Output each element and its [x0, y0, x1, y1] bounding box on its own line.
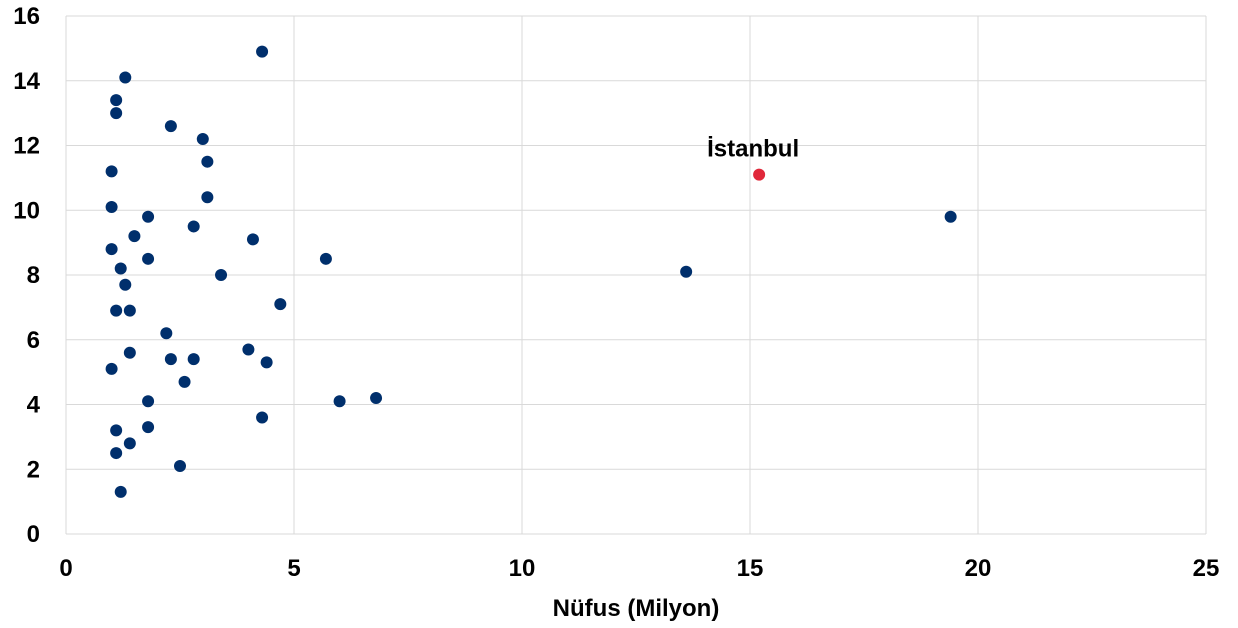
data-point [215, 269, 228, 281]
data-point [114, 485, 127, 498]
data-points [105, 45, 957, 498]
x-tick-label: 25 [1193, 555, 1220, 582]
data-point [260, 356, 273, 369]
annotations: İstanbul [707, 136, 799, 163]
data-point [242, 343, 255, 356]
data-point [944, 210, 957, 223]
data-point [164, 353, 177, 366]
data-point [110, 447, 123, 460]
data-point [128, 230, 141, 243]
data-point [256, 45, 269, 58]
data-point [123, 346, 136, 359]
data-point [680, 265, 693, 278]
data-point [164, 120, 177, 133]
data-point [160, 327, 173, 340]
point-annotation: İstanbul [707, 136, 799, 163]
data-point [187, 220, 200, 233]
x-axis-label: Nüfus (Milyon) [553, 595, 720, 622]
data-point [142, 252, 155, 265]
data-point [333, 395, 346, 408]
data-point [174, 460, 186, 473]
data-point [105, 362, 118, 375]
y-tick-label: 2 [27, 456, 40, 483]
data-point [187, 353, 200, 366]
data-point [246, 233, 259, 246]
x-tick-label: 10 [509, 555, 536, 582]
data-point [201, 191, 214, 204]
data-point [201, 155, 214, 168]
y-tick-label: 12 [13, 133, 40, 160]
y-axis-ticks: 0 2 4 6 8 10 12 14 16 [13, 3, 40, 548]
data-point [110, 107, 123, 120]
data-point [119, 71, 132, 84]
data-point [142, 421, 155, 434]
data-point [119, 278, 132, 291]
data-point [123, 304, 136, 317]
data-point [105, 243, 118, 256]
data-point [196, 133, 209, 146]
data-point [114, 262, 127, 275]
data-point [105, 201, 118, 214]
gridlines [65, 15, 1207, 535]
data-point [274, 298, 287, 311]
y-tick-label: 14 [13, 68, 40, 95]
data-point [110, 304, 123, 317]
data-point [105, 165, 118, 178]
data-point [370, 392, 383, 405]
point-highlight [753, 168, 766, 181]
x-tick-label: 20 [965, 555, 992, 582]
y-tick-label: 6 [27, 327, 40, 354]
x-axis-ticks: 0 5 10 15 20 25 [59, 555, 1219, 582]
x-tick-label: 0 [59, 555, 72, 582]
data-point [123, 437, 136, 450]
y-tick-label: 16 [13, 3, 40, 30]
data-point [256, 411, 269, 424]
y-tick-label: 4 [27, 392, 41, 419]
data-point [110, 94, 123, 107]
x-tick-label: 15 [737, 555, 764, 582]
y-tick-label: 8 [27, 262, 40, 289]
data-point [319, 252, 332, 265]
data-point [110, 424, 123, 437]
y-tick-label: 10 [13, 197, 40, 224]
data-point [142, 395, 155, 408]
x-tick-label: 5 [287, 555, 300, 582]
y-tick-label: 0 [27, 521, 40, 548]
data-point [142, 210, 155, 223]
data-point [178, 375, 191, 388]
